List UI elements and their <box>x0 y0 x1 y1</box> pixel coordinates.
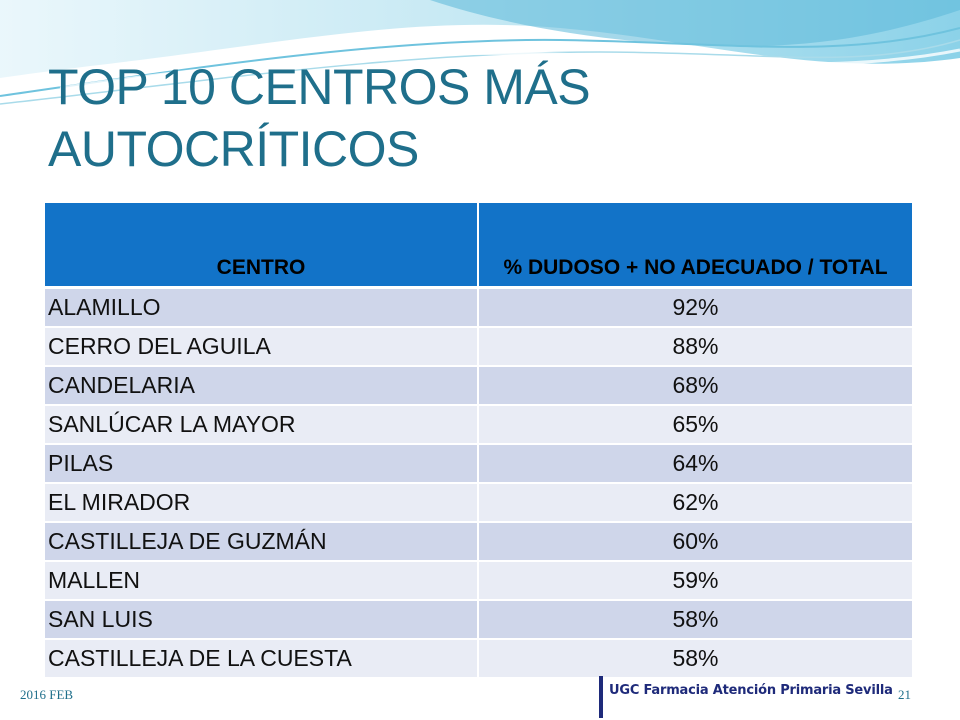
centro-percentage: 64% <box>478 444 912 484</box>
centro-percentage: 62% <box>478 483 912 523</box>
table-row: ALAMILLO 92% <box>45 287 912 328</box>
centro-name: CASTILLEJA DE LA CUESTA <box>45 639 479 679</box>
footer-date: 2016 FEB <box>20 687 74 702</box>
centro-percentage: 58% <box>478 639 912 679</box>
column-header-percentage: % DUDOSO + NO ADECUADO / TOTAL <box>478 203 912 289</box>
centro-name: CASTILLEJA DE GUZMÁN <box>45 522 479 562</box>
centro-name: EL MIRADOR <box>45 483 479 523</box>
centro-percentage: 92% <box>478 287 912 328</box>
table-row: SANLÚCAR LA MAYOR 65% <box>45 405 912 445</box>
table-row: CERRO DEL AGUILA 88% <box>45 327 912 367</box>
centro-percentage: 58% <box>478 600 912 640</box>
table-header-row: CENTRO % DUDOSO + NO ADECUADO / TOTAL <box>45 203 912 289</box>
table-row: CASTILLEJA DE LA CUESTA 58% <box>45 639 912 679</box>
centro-name: CERRO DEL AGUILA <box>45 327 479 367</box>
logo-text: UGC Farmacia Atención Primaria Sevilla <box>609 683 893 698</box>
centro-percentage: 59% <box>478 561 912 601</box>
column-header-centro: CENTRO <box>45 203 479 289</box>
decorative-wave-header <box>0 0 960 105</box>
table-row: SAN LUIS 58% <box>45 600 912 640</box>
centro-name: PILAS <box>45 444 479 484</box>
centro-name: SAN LUIS <box>45 600 479 640</box>
slide-title: TOP 10 CENTROS MÁS AUTOCRÍTICOS <box>48 59 591 177</box>
centro-percentage: 60% <box>478 522 912 562</box>
centro-name: ALAMILLO <box>45 287 479 328</box>
table-row: MALLEN 59% <box>45 561 912 601</box>
centros-table: CENTRO % DUDOSO + NO ADECUADO / TOTAL AL… <box>45 203 912 679</box>
table-row: CANDELARIA 68% <box>45 366 912 406</box>
centro-name: CANDELARIA <box>45 366 479 406</box>
centro-name: MALLEN <box>45 561 479 601</box>
centro-percentage: 65% <box>478 405 912 445</box>
table-row: EL MIRADOR 62% <box>45 483 912 523</box>
ugc-logo: UGC Farmacia Atención Primaria Sevilla <box>599 676 893 718</box>
centro-percentage: 88% <box>478 327 912 367</box>
page-number: 21 <box>898 687 911 702</box>
centro-percentage: 68% <box>478 366 912 406</box>
table-row: PILAS 64% <box>45 444 912 484</box>
centro-name: SANLÚCAR LA MAYOR <box>45 405 479 445</box>
logo-bar-icon <box>599 676 603 718</box>
table-row: CASTILLEJA DE GUZMÁN 60% <box>45 522 912 562</box>
